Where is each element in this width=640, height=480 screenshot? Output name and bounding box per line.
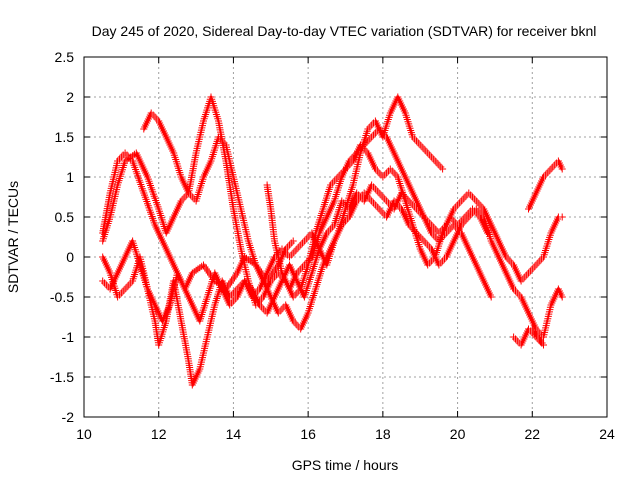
y-tick-label: 2: [66, 89, 74, 105]
x-tick-label: 12: [151, 426, 167, 442]
axis-ticks: [83, 56, 608, 418]
series-track-7: [510, 325, 547, 349]
x-tick-label: 24: [599, 426, 615, 442]
y-tick-label: -0.5: [50, 289, 74, 305]
y-tick-label: 2.5: [55, 49, 75, 65]
x-tick-label: 16: [300, 426, 316, 442]
data-markers: [99, 93, 566, 389]
y-tick-label: 1: [66, 169, 74, 185]
marker-trace: [99, 93, 491, 309]
y-tick-label: -2: [62, 409, 75, 425]
plot-frame: [83, 56, 608, 418]
y-tick-labels: -2 -1.5 -1 -0.5 0 0.5 1 1.5 2 2.5: [50, 49, 74, 425]
x-axis-label: GPS time / hours: [292, 457, 399, 473]
x-tick-label: 20: [450, 426, 466, 442]
chart-title: Day 245 of 2020, Sidereal Day-to-day VTE…: [92, 23, 597, 39]
marker-trace: [99, 189, 566, 389]
x-tick-labels: 10 12 14 16 18 20 22 24: [76, 426, 615, 442]
y-tick-label: 0: [66, 249, 74, 265]
marker-trace: [510, 325, 547, 349]
x-tick-label: 22: [524, 426, 540, 442]
x-tick-label: 14: [226, 426, 242, 442]
y-tick-label: -1: [62, 329, 75, 345]
y-tick-label: 0.5: [55, 209, 75, 225]
series-track-2: [99, 93, 491, 309]
series-track-6: [263, 125, 495, 301]
series-track-4: [99, 189, 566, 389]
y-tick-label: -1.5: [50, 369, 74, 385]
series-track-8: [525, 157, 566, 213]
x-tick-label: 10: [76, 426, 92, 442]
marker-trace: [263, 125, 495, 301]
x-tick-label: 18: [375, 426, 391, 442]
y-tick-label: 1.5: [55, 129, 75, 145]
y-axis-label: SDTVAR / TECUs: [5, 181, 21, 293]
marker-trace: [525, 157, 566, 213]
